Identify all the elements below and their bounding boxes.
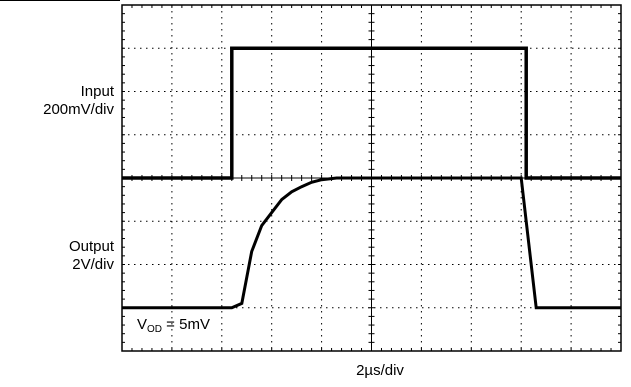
output-label-line1: Output xyxy=(0,238,114,256)
input-label-line1: Input xyxy=(0,83,114,101)
output-scale-label: 2V/div xyxy=(0,256,114,274)
vod-main: V xyxy=(137,316,147,333)
x-axis-label: 2µs/div xyxy=(290,362,470,379)
input-scale-label: 200mV/div xyxy=(0,101,114,119)
vod-rest: = 5mV xyxy=(162,316,210,333)
input-channel-label: Input 200mV/div xyxy=(0,83,114,119)
vod-sub: OD xyxy=(147,324,162,335)
vod-annotation: VOD = 5mV xyxy=(137,316,210,339)
output-channel-label: Output 2V/div xyxy=(0,238,114,274)
